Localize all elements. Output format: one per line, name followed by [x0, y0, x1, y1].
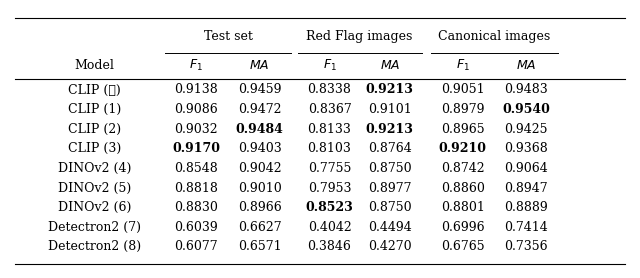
Text: $F_1$: $F_1$: [189, 58, 204, 73]
Text: CLIP (3): CLIP (3): [68, 142, 122, 155]
Text: $F_1$: $F_1$: [323, 58, 337, 73]
Text: CLIP (1): CLIP (1): [68, 103, 122, 116]
Text: 0.9540: 0.9540: [502, 103, 550, 116]
Text: DINOv2 (5): DINOv2 (5): [58, 182, 131, 195]
Text: $MA$: $MA$: [250, 59, 270, 72]
Text: 0.8742: 0.8742: [441, 162, 484, 175]
Text: 0.8818: 0.8818: [174, 182, 218, 195]
Text: 0.8548: 0.8548: [175, 162, 218, 175]
Text: 0.7953: 0.7953: [308, 182, 351, 195]
Text: 0.8750: 0.8750: [368, 201, 412, 214]
Text: Canonical images: Canonical images: [438, 30, 550, 43]
Text: 0.9101: 0.9101: [368, 103, 412, 116]
Text: 0.9170: 0.9170: [172, 142, 220, 155]
Text: 0.9010: 0.9010: [238, 182, 282, 195]
Text: 0.8523: 0.8523: [306, 201, 353, 214]
Text: $MA$: $MA$: [380, 59, 400, 72]
Text: 0.8103: 0.8103: [308, 142, 351, 155]
Text: CLIP (2): CLIP (2): [68, 123, 122, 136]
Text: Test set: Test set: [204, 30, 252, 43]
Text: 0.4270: 0.4270: [368, 240, 412, 253]
Text: 0.6765: 0.6765: [441, 240, 484, 253]
Text: 0.9213: 0.9213: [366, 123, 413, 136]
Text: 0.9210: 0.9210: [439, 142, 487, 155]
Text: 0.8338: 0.8338: [308, 83, 351, 96]
Text: Model: Model: [75, 59, 115, 72]
Text: 0.8860: 0.8860: [441, 182, 484, 195]
Text: 0.8979: 0.8979: [441, 103, 484, 116]
Text: 0.9425: 0.9425: [504, 123, 548, 136]
Text: 0.3846: 0.3846: [308, 240, 351, 253]
Text: $F_1$: $F_1$: [456, 58, 470, 73]
Text: Red Flag images: Red Flag images: [307, 30, 413, 43]
Text: 0.6077: 0.6077: [175, 240, 218, 253]
Text: $MA$: $MA$: [516, 59, 536, 72]
Text: 0.9403: 0.9403: [238, 142, 282, 155]
Text: 0.7755: 0.7755: [308, 162, 351, 175]
Text: 0.8830: 0.8830: [174, 201, 218, 214]
Text: 0.9483: 0.9483: [504, 83, 548, 96]
Text: DINOv2 (4): DINOv2 (4): [58, 162, 131, 175]
Text: Detectron2 (8): Detectron2 (8): [48, 240, 141, 253]
Text: 0.6571: 0.6571: [238, 240, 282, 253]
Text: 0.4494: 0.4494: [368, 221, 412, 234]
Text: 0.6039: 0.6039: [175, 221, 218, 234]
Text: 0.9086: 0.9086: [175, 103, 218, 116]
Text: 0.9051: 0.9051: [441, 83, 484, 96]
Text: 0.4042: 0.4042: [308, 221, 351, 234]
Text: 0.9042: 0.9042: [238, 162, 282, 175]
Text: 0.6627: 0.6627: [238, 221, 282, 234]
Text: 0.8764: 0.8764: [368, 142, 412, 155]
Text: 0.8965: 0.8965: [441, 123, 484, 136]
Text: DINOv2 (6): DINOv2 (6): [58, 201, 131, 214]
Text: 0.9138: 0.9138: [175, 83, 218, 96]
Text: 0.7414: 0.7414: [504, 221, 548, 234]
Text: 0.9368: 0.9368: [504, 142, 548, 155]
Text: Detectron2 (7): Detectron2 (7): [48, 221, 141, 234]
Text: 0.9484: 0.9484: [236, 123, 284, 136]
Text: 0.8367: 0.8367: [308, 103, 351, 116]
Text: 0.9032: 0.9032: [175, 123, 218, 136]
Text: 0.9459: 0.9459: [238, 83, 282, 96]
Text: 0.8966: 0.8966: [238, 201, 282, 214]
Text: 0.8889: 0.8889: [504, 201, 548, 214]
Text: CLIP (⋆): CLIP (⋆): [68, 83, 121, 96]
Text: 0.8977: 0.8977: [368, 182, 412, 195]
Text: 0.9213: 0.9213: [366, 83, 413, 96]
Text: 0.6996: 0.6996: [441, 221, 484, 234]
Text: 0.9472: 0.9472: [238, 103, 282, 116]
Text: 0.8750: 0.8750: [368, 162, 412, 175]
Text: 0.8801: 0.8801: [441, 201, 484, 214]
Text: 0.8947: 0.8947: [504, 182, 548, 195]
Text: 0.8133: 0.8133: [308, 123, 351, 136]
Text: 0.9064: 0.9064: [504, 162, 548, 175]
Text: 0.7356: 0.7356: [504, 240, 548, 253]
